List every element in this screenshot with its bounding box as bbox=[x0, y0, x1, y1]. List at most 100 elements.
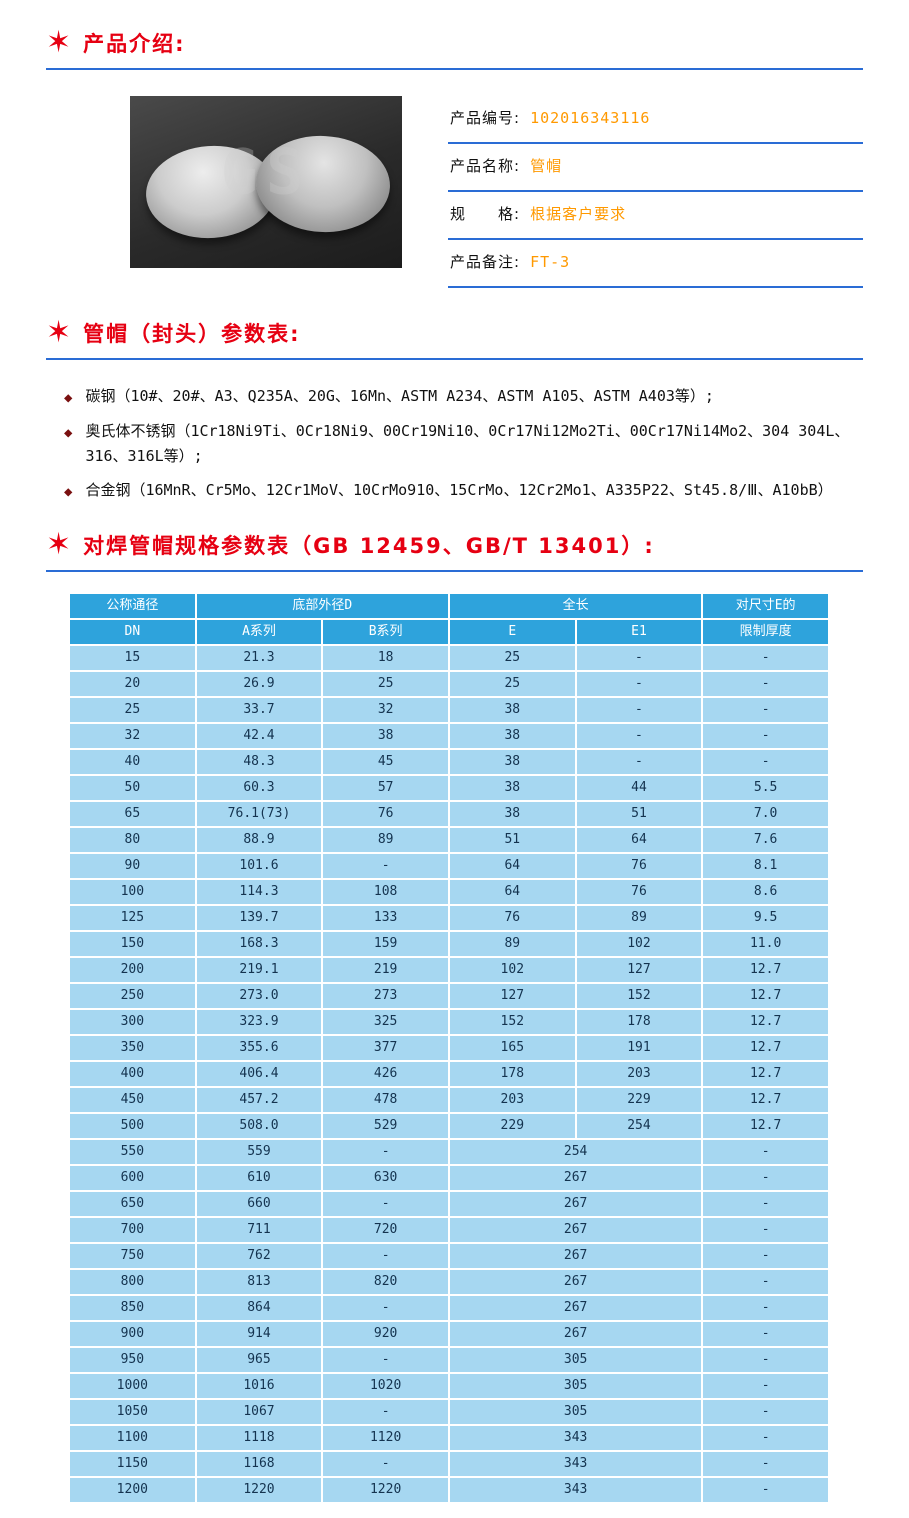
table-cell: - bbox=[703, 645, 828, 670]
table-row: 15 21.3 18 25- - bbox=[70, 645, 828, 670]
table-cell: 12.7 bbox=[703, 1113, 828, 1138]
heading-divider bbox=[46, 569, 863, 572]
table-cell: 1168 bbox=[196, 1451, 322, 1476]
table-cell: 32 bbox=[70, 723, 195, 748]
table-cell: 900 bbox=[70, 1321, 195, 1346]
spec-table: 公称通径 底部外径D 全长 对尺寸E的 DN A系列 B系列 E E1 限制厚度 15 21.3 18… bbox=[68, 591, 830, 1504]
table-cell: 51 bbox=[449, 827, 575, 852]
spec-table-head: 公称通径 底部外径D 全长 对尺寸E的 DN A系列 B系列 E E1 限制厚度 bbox=[70, 593, 828, 644]
table-row: 700 711 720 267- bbox=[70, 1217, 828, 1242]
table-cell: 48.3 bbox=[196, 749, 322, 774]
table-cell: 9.5 bbox=[703, 905, 828, 930]
table-cell: 529 bbox=[323, 1113, 448, 1138]
table-row: 125 139.7 133 76 89 9.5 bbox=[70, 905, 828, 930]
table-cell: 40 bbox=[70, 749, 195, 774]
table-row: 950 965-305- bbox=[70, 1347, 828, 1372]
section-table-title: 对焊管帽规格参数表（GB 12459、GB/T 13401）: bbox=[83, 533, 655, 558]
table-cell: 1220 bbox=[196, 1477, 322, 1502]
table-cell: 65 bbox=[70, 801, 195, 826]
table-row: 1000 1016 1020 305- bbox=[70, 1373, 828, 1398]
table-cell: - bbox=[576, 723, 702, 748]
table-cell: 88.9 bbox=[196, 827, 322, 852]
table-cell: - bbox=[323, 1243, 448, 1268]
table-cell: 219.1 bbox=[196, 957, 322, 982]
table-cell: - bbox=[703, 749, 828, 774]
table-cell: - bbox=[323, 1399, 448, 1424]
table-cell: 800 bbox=[70, 1269, 195, 1294]
table-cell: - bbox=[576, 749, 702, 774]
table-row: 40 48.3 45 38- - bbox=[70, 749, 828, 774]
table-cell: 920 bbox=[323, 1321, 448, 1346]
table-cell: 38 bbox=[449, 749, 575, 774]
diamond-bullet-icon: ◆ bbox=[64, 483, 73, 500]
table-cell: 350 bbox=[70, 1035, 195, 1060]
table-cell: 26.9 bbox=[196, 671, 322, 696]
table-cell: 864 bbox=[196, 1295, 322, 1320]
table-cell: 559 bbox=[196, 1139, 322, 1164]
table-cell: 90 bbox=[70, 853, 195, 878]
table-cell: 1067 bbox=[196, 1399, 322, 1424]
product-field: 产品名称: 管帽 bbox=[448, 144, 863, 192]
table-cell: 426 bbox=[323, 1061, 448, 1086]
table-row: 250 273.0 273 127 152 12.7 bbox=[70, 983, 828, 1008]
table-cell: - bbox=[703, 671, 828, 696]
list-item-text: 合金钢（16MnR、Cr5Mo、12Cr1MoV、10CrMo910、15CrM… bbox=[85, 480, 833, 499]
table-cell: - bbox=[323, 1451, 448, 1476]
table-cell: 457.2 bbox=[196, 1087, 322, 1112]
table-cell: 5.5 bbox=[703, 775, 828, 800]
table-cell: 133 bbox=[323, 905, 448, 930]
table-cell: 305 bbox=[449, 1347, 702, 1372]
table-cell: - bbox=[703, 1347, 828, 1372]
field-label: 产品备注: bbox=[450, 253, 521, 271]
table-cell: 273 bbox=[323, 983, 448, 1008]
table-cell: 33.7 bbox=[196, 697, 322, 722]
table-cell: 700 bbox=[70, 1217, 195, 1242]
table-row: 50 60.3 57 38 44 5.5 bbox=[70, 775, 828, 800]
table-cell: 343 bbox=[449, 1425, 702, 1450]
table-row: 600 610 630 267- bbox=[70, 1165, 828, 1190]
table-cell: 950 bbox=[70, 1347, 195, 1372]
column-group-header: 底部外径D bbox=[196, 593, 448, 618]
table-row: 20 26.9 25 25- - bbox=[70, 671, 828, 696]
table-cell: 12.7 bbox=[703, 1035, 828, 1060]
table-cell: 1118 bbox=[196, 1425, 322, 1450]
table-cell: 305 bbox=[449, 1373, 702, 1398]
column-header: 限制厚度 bbox=[703, 619, 828, 644]
table-cell: - bbox=[703, 1451, 828, 1476]
field-value: FT-3 bbox=[530, 253, 571, 271]
table-cell: 200 bbox=[70, 957, 195, 982]
table-cell: - bbox=[703, 1191, 828, 1216]
table-cell: 152 bbox=[449, 1009, 575, 1034]
table-cell: 1016 bbox=[196, 1373, 322, 1398]
field-value: 管帽 bbox=[530, 157, 563, 175]
table-cell: 25 bbox=[449, 645, 575, 670]
table-cell: 323.9 bbox=[196, 1009, 322, 1034]
table-cell: 38 bbox=[449, 775, 575, 800]
table-cell: 51 bbox=[576, 801, 702, 826]
table-cell: - bbox=[703, 1477, 828, 1502]
table-cell: 38 bbox=[449, 801, 575, 826]
table-cell: - bbox=[703, 1295, 828, 1320]
table-cell: 254 bbox=[576, 1113, 702, 1138]
heading-divider bbox=[46, 68, 863, 70]
table-cell: 89 bbox=[323, 827, 448, 852]
table-cell: 273.0 bbox=[196, 983, 322, 1008]
table-cell: 229 bbox=[449, 1113, 575, 1138]
table-cell: 89 bbox=[576, 905, 702, 930]
table-cell: 64 bbox=[449, 853, 575, 878]
table-cell: 1000 bbox=[70, 1373, 195, 1398]
table-cell: 750 bbox=[70, 1243, 195, 1268]
table-cell: - bbox=[576, 697, 702, 722]
table-cell: 267 bbox=[449, 1269, 702, 1294]
table-cell: 100 bbox=[70, 879, 195, 904]
product-image: GS bbox=[130, 96, 402, 268]
star-icon: ✶ bbox=[46, 526, 72, 562]
table-cell: 57 bbox=[323, 775, 448, 800]
table-cell: 102 bbox=[576, 931, 702, 956]
table-cell: 114.3 bbox=[196, 879, 322, 904]
heading-divider bbox=[46, 358, 863, 360]
table-cell: 64 bbox=[449, 879, 575, 904]
table-cell: 178 bbox=[449, 1061, 575, 1086]
table-cell: 38 bbox=[323, 723, 448, 748]
